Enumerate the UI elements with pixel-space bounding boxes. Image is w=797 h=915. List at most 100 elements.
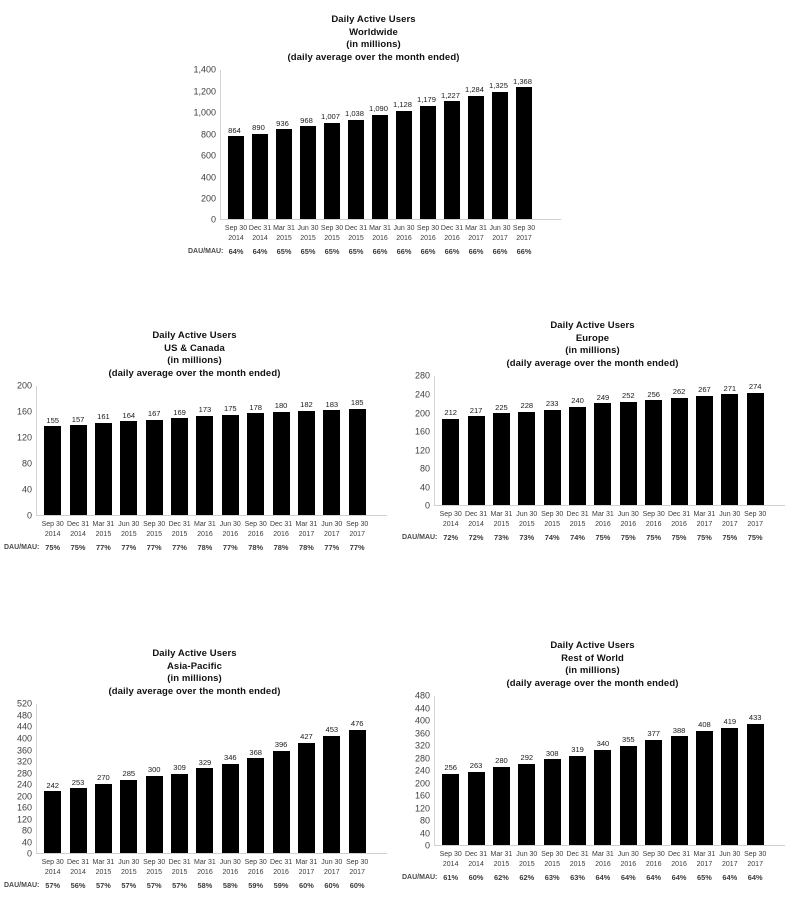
bar[interactable] <box>44 791 62 855</box>
bar[interactable] <box>695 730 713 847</box>
bar-slot[interactable]: 183 <box>319 386 344 517</box>
bar-slot[interactable]: 1,090 <box>368 70 392 221</box>
bar[interactable] <box>348 729 366 855</box>
bar-slot[interactable]: 242 <box>40 704 65 855</box>
bar-slot[interactable]: 228 <box>514 376 539 507</box>
bar-slot[interactable]: 182 <box>294 386 319 517</box>
bar-slot[interactable]: 377 <box>641 696 666 847</box>
bar-slot[interactable]: 173 <box>192 386 217 517</box>
bar[interactable] <box>69 425 87 517</box>
bar-slot[interactable]: 249 <box>590 376 615 507</box>
bar[interactable] <box>228 136 244 221</box>
bar-slot[interactable]: 1,284 <box>464 70 488 221</box>
bar[interactable] <box>171 418 189 517</box>
bar-slot[interactable]: 217 <box>463 376 488 507</box>
bar[interactable] <box>516 87 532 221</box>
bar-slot[interactable]: 167 <box>142 386 167 517</box>
bar-slot[interactable]: 169 <box>167 386 192 517</box>
bar-slot[interactable]: 155 <box>40 386 65 517</box>
bar[interactable] <box>300 126 316 221</box>
bar-slot[interactable]: 263 <box>463 696 488 847</box>
bar-slot[interactable]: 240 <box>565 376 590 507</box>
bar[interactable] <box>721 394 739 507</box>
bar[interactable] <box>442 773 460 847</box>
bar-slot[interactable]: 890 <box>248 70 272 221</box>
bar-slot[interactable]: 256 <box>641 376 666 507</box>
bar-slot[interactable]: 346 <box>218 704 243 855</box>
bar-slot[interactable]: 1,038 <box>344 70 368 221</box>
bar[interactable] <box>645 400 663 507</box>
bar-slot[interactable]: 355 <box>616 696 641 847</box>
bar-slot[interactable]: 1,227 <box>440 70 464 221</box>
bar-slot[interactable]: 225 <box>489 376 514 507</box>
bar[interactable] <box>276 129 292 221</box>
bar[interactable] <box>324 122 340 221</box>
bar[interactable] <box>348 119 364 221</box>
bar[interactable] <box>670 736 688 847</box>
bar[interactable] <box>272 411 290 517</box>
bar-slot[interactable]: 180 <box>268 386 293 517</box>
bar[interactable] <box>442 418 460 507</box>
bar[interactable] <box>94 783 112 855</box>
bar[interactable] <box>272 750 290 855</box>
bar-slot[interactable]: 271 <box>717 376 742 507</box>
bar-slot[interactable]: 161 <box>91 386 116 517</box>
bar[interactable] <box>645 739 663 847</box>
bar-slot[interactable]: 368 <box>243 704 268 855</box>
bar[interactable] <box>420 105 436 221</box>
bar-slot[interactable]: 1,325 <box>488 70 512 221</box>
bar[interactable] <box>145 775 163 855</box>
bar[interactable] <box>221 414 239 517</box>
bar[interactable] <box>492 767 510 847</box>
bar[interactable] <box>171 773 189 855</box>
bar-slot[interactable]: 388 <box>666 696 691 847</box>
bar[interactable] <box>372 114 388 221</box>
bar[interactable] <box>348 409 366 517</box>
bar-slot[interactable]: 274 <box>743 376 768 507</box>
bar[interactable] <box>492 413 510 507</box>
bar-slot[interactable]: 253 <box>65 704 90 855</box>
bar-slot[interactable]: 936 <box>272 70 296 221</box>
bar[interactable] <box>221 763 239 855</box>
bar[interactable] <box>44 426 62 517</box>
bar[interactable] <box>145 419 163 517</box>
bar[interactable] <box>444 101 460 221</box>
bar-slot[interactable]: 262 <box>666 376 691 507</box>
bar[interactable] <box>492 91 508 221</box>
bar[interactable] <box>323 735 341 855</box>
bar-slot[interactable]: 1,007 <box>320 70 344 221</box>
bar-slot[interactable]: 968 <box>296 70 320 221</box>
bar[interactable] <box>518 411 536 507</box>
bar[interactable] <box>594 403 612 507</box>
bar-slot[interactable]: 300 <box>142 704 167 855</box>
bar[interactable] <box>196 416 214 517</box>
bar[interactable] <box>619 745 637 847</box>
bar[interactable] <box>670 397 688 507</box>
bar[interactable] <box>695 395 713 507</box>
bar-slot[interactable]: 267 <box>692 376 717 507</box>
bar[interactable] <box>594 750 612 847</box>
bar-slot[interactable]: 1,128 <box>392 70 416 221</box>
bar-slot[interactable]: 157 <box>65 386 90 517</box>
bar[interactable] <box>94 423 112 517</box>
bar-slot[interactable]: 178 <box>243 386 268 517</box>
bar-slot[interactable]: 319 <box>565 696 590 847</box>
bar-slot[interactable]: 419 <box>717 696 742 847</box>
bar[interactable] <box>619 401 637 507</box>
bar[interactable] <box>297 410 315 517</box>
bar-slot[interactable]: 329 <box>192 704 217 855</box>
bar-slot[interactable]: 433 <box>743 696 768 847</box>
bar[interactable] <box>518 763 536 847</box>
bar[interactable] <box>396 110 412 221</box>
bar[interactable] <box>468 95 484 221</box>
bar-slot[interactable]: 1,179 <box>416 70 440 221</box>
bar[interactable] <box>120 421 138 517</box>
bar-slot[interactable]: 233 <box>540 376 565 507</box>
bar[interactable] <box>467 416 485 507</box>
bar-slot[interactable]: 280 <box>489 696 514 847</box>
bar-slot[interactable]: 396 <box>268 704 293 855</box>
bar-slot[interactable]: 256 <box>438 696 463 847</box>
bar[interactable] <box>297 742 315 855</box>
bar[interactable] <box>467 771 485 847</box>
bar[interactable] <box>746 392 764 507</box>
